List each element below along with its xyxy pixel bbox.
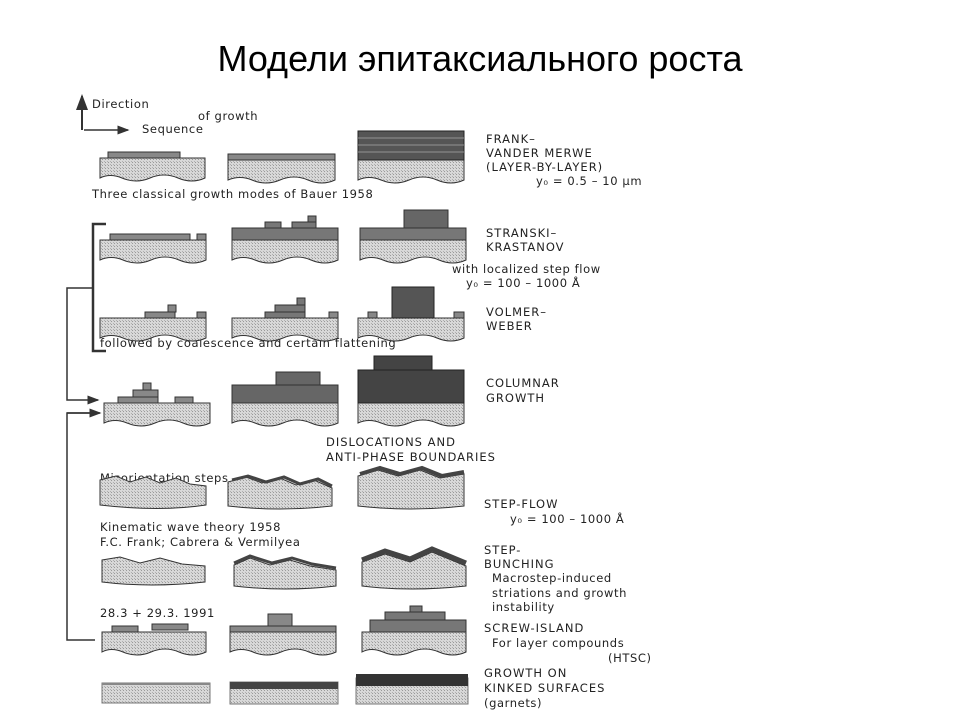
mode-sk-note1: with localized step flow <box>452 262 601 276</box>
mode-stepflow-note: y₀ = 100 – 1000 Å <box>510 512 625 526</box>
kinked-stage-3 <box>355 674 469 705</box>
columnar-stage-2 <box>231 371 339 427</box>
caption-kinematic-1: Kinematic wave theory 1958 <box>100 520 281 534</box>
fvdm-stage-1 <box>99 151 206 182</box>
mode-sk-line2: KRASTANOV <box>486 240 565 254</box>
mode-screw-note2: (HTSC) <box>608 651 652 665</box>
mode-columnar-line1: COLUMNAR <box>486 376 560 390</box>
caption-dislocations-2: ANTI-PHASE BOUNDARIES <box>326 450 496 464</box>
caption-date: 28.3 + 29.3. 1991 <box>100 606 215 620</box>
mode-bunching-line1: STEP- <box>484 543 522 557</box>
sk-stage-1 <box>99 233 207 264</box>
sk-stage-2 <box>231 215 339 264</box>
mode-bunching-note2: striations and growth <box>492 586 628 600</box>
mode-screw-line1: SCREW-ISLAND <box>484 621 585 635</box>
bunching-stage-3 <box>361 546 467 590</box>
mode-screw-note1: For layer compounds <box>492 636 625 650</box>
bunching-stage-2 <box>233 554 337 590</box>
caption-kinematic-2: F.C. Frank; Cabrera & Vermilyea <box>100 535 301 549</box>
caption-dislocations-1: DISLOCATIONS AND <box>326 435 456 449</box>
screw-stage-2 <box>229 613 337 656</box>
legend-direction: Direction <box>92 97 150 111</box>
fvdm-stage-3 <box>357 130 465 184</box>
vw-stage-1 <box>99 304 207 342</box>
mode-kinked-line2: KINKED SURFACES <box>484 681 606 695</box>
mode-frank-note: y₀ = 0.5 – 10 µm <box>536 174 643 188</box>
columnar-stage-1 <box>103 382 211 427</box>
mode-frank-line3: (LAYER-BY-LAYER) <box>486 160 604 174</box>
slide-title: Модели эпитаксиального роста <box>217 38 743 79</box>
mode-columnar-line2: GROWTH <box>486 391 545 405</box>
mode-bunching-note1: Macrostep-induced <box>492 571 612 585</box>
mode-bunching-note3: instability <box>492 600 555 614</box>
vw-stage-3 <box>357 286 465 342</box>
mode-stepflow-line1: STEP-FLOW <box>484 497 559 511</box>
mode-sk-line1: STRANSKI– <box>486 226 558 240</box>
mode-kinked-line1: GROWTH ON <box>484 666 568 680</box>
bunching-stage-1 <box>101 556 206 586</box>
mode-frank-line2: VANDER MERWE <box>486 146 593 160</box>
legend-sequence: Sequence <box>142 122 204 136</box>
sk-stage-3 <box>359 209 467 264</box>
vw-stage-2 <box>231 297 339 342</box>
screw-stage-3 <box>361 605 467 656</box>
mode-vw-line2: WEBER <box>486 319 533 333</box>
stepflow-stage-1 <box>99 475 207 509</box>
screw-stage-1 <box>101 623 207 656</box>
caption-bauer: Three classical growth modes of Bauer 19… <box>92 187 374 201</box>
fvdm-stage-2 <box>227 153 336 184</box>
kinked-stage-2 <box>229 681 339 705</box>
mode-kinked-line3: (garnets) <box>484 696 543 710</box>
stepflow-stage-2 <box>227 474 333 510</box>
mode-vw-line1: VOLMER– <box>486 305 548 319</box>
mode-sk-note2: y₀ = 100 – 1000 Å <box>466 276 581 290</box>
columnar-stage-3 <box>357 355 465 427</box>
legend-of-growth: of growth <box>198 109 259 123</box>
kinked-stage-1 <box>101 682 211 704</box>
mode-frank-line1: FRANK– <box>486 132 536 146</box>
bracket-lines <box>66 222 106 641</box>
stepflow-stage-3 <box>357 465 465 510</box>
mode-bunching-line2: BUNCHING <box>484 557 555 571</box>
